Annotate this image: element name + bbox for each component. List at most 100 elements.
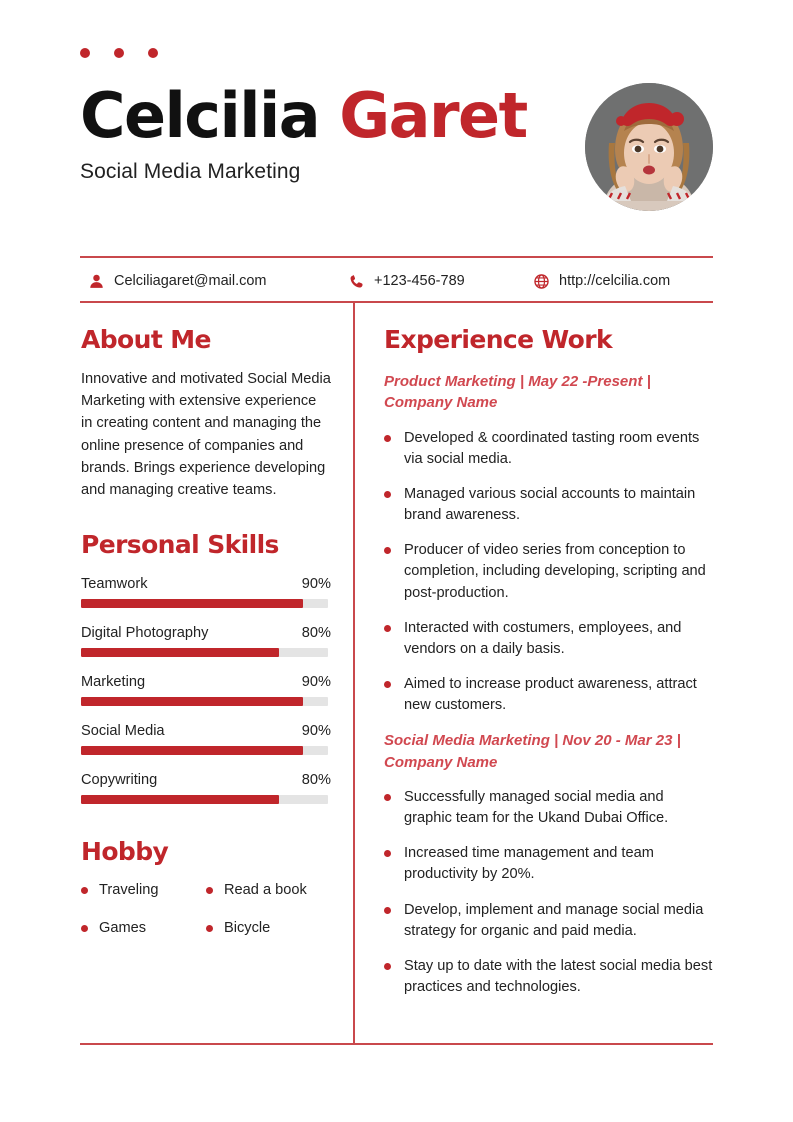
experience-bullet: Stay up to date with the latest social m… [384, 956, 714, 998]
skills-section: Personal Skills Teamwork 90% Digital Pho… [81, 530, 331, 805]
experience-bullet: Developed & coordinated tasting room eve… [384, 428, 714, 470]
skill-value: 80% [301, 625, 331, 642]
skill-bar-track [81, 648, 328, 658]
hobby-item: Read a book [206, 882, 331, 898]
skill-bar-track [81, 599, 328, 609]
skill-label: Copywriting [81, 772, 158, 789]
avatar [585, 83, 713, 211]
resume-header: Celcilia Garet Social Media Marketing [80, 83, 713, 225]
hobby-item: Traveling [81, 882, 206, 898]
experience-title: Product Marketing | May 22 -Present | Co… [384, 373, 651, 412]
user-icon [90, 274, 103, 288]
experience-bullet: Increased time management and team produ… [384, 843, 714, 885]
bullet-dot-icon [81, 924, 88, 932]
skill-bar-fill [81, 746, 304, 756]
right-column: Experience Work Product Marketing | May … [384, 325, 714, 1012]
left-column: About Me Innovative and motivated Social… [81, 325, 331, 936]
contact-website-text: http://celcilia.com [559, 273, 671, 289]
experience-bullet-text: Managed various social accounts to maint… [404, 485, 696, 524]
bullet-dot-icon [384, 962, 391, 970]
contact-email-text: Celciliagaret@mail.com [114, 273, 267, 289]
bullet-dot-icon [384, 434, 391, 442]
bullet-dot-icon [384, 547, 391, 555]
contact-rule-top [80, 256, 713, 258]
skill-row: Copywriting 80% [81, 772, 331, 805]
bullet-dot-icon [384, 850, 391, 858]
contact-phone[interactable]: +123-456-789 [348, 273, 533, 290]
experience-entry: Product Marketing | May 22 -Present | Co… [384, 371, 714, 716]
bullet-dot-icon [81, 886, 88, 894]
footer-rule [80, 1043, 713, 1045]
skills-heading: Personal Skills [81, 530, 279, 560]
dot-2 [114, 48, 124, 58]
bullet-dot-icon [384, 490, 391, 498]
experience-bullet-text: Aimed to increase product awareness, att… [404, 676, 697, 714]
experience-bullet-text: Developed & coordinated tasting room eve… [404, 429, 700, 467]
bullet-dot-icon [384, 906, 391, 914]
hobby-item: Games [81, 920, 206, 936]
contact-email[interactable]: Celciliagaret@mail.com [80, 273, 348, 290]
hobby-label: Traveling [99, 882, 159, 899]
experience-bullet: Successfully managed social media and gr… [384, 787, 714, 829]
skill-bar-fill [81, 648, 279, 658]
contact-website[interactable]: http://celcilia.com [533, 273, 713, 290]
skill-bar-fill [81, 599, 304, 609]
skill-row: Social Media 90% [81, 723, 331, 756]
job-role-subtitle: Social Media Marketing [80, 160, 301, 183]
skill-label: Teamwork [81, 576, 148, 593]
experience-bullet: Develop, implement and manage social med… [384, 900, 714, 942]
skill-value: 90% [301, 674, 331, 691]
experience-bullet-text: Interacted with costumers, employees, an… [404, 619, 682, 657]
dot-1 [80, 48, 90, 58]
column-divider [353, 303, 355, 1044]
hobby-label: Read a book [224, 882, 307, 899]
skill-row: Digital Photography 80% [81, 625, 331, 658]
bullet-dot-icon [206, 924, 213, 932]
skill-label: Social Media [81, 723, 165, 740]
portrait-illustration [585, 83, 713, 211]
skill-bar-fill [81, 795, 279, 805]
experience-bullet: Aimed to increase product awareness, att… [384, 674, 714, 716]
hobby-item: Bicycle [206, 920, 331, 936]
bullet-dot-icon [206, 886, 213, 894]
bullet-dot-icon [384, 624, 391, 632]
hobby-label: Bicycle [224, 920, 271, 937]
globe-icon [534, 273, 549, 289]
experience-bullet-text: Stay up to date with the latest social m… [404, 957, 713, 995]
page-title: Celcilia Garet [80, 85, 713, 147]
last-name: Garet [339, 79, 528, 152]
phone-icon [350, 274, 363, 288]
about-text: Innovative and motivated Social Media Ma… [81, 371, 331, 498]
skill-label: Marketing [81, 674, 146, 691]
skill-bar-fill [81, 697, 304, 707]
skill-value: 80% [301, 772, 331, 789]
experience-bullet: Managed various social accounts to maint… [384, 484, 714, 526]
contact-phone-text: +123-456-789 [374, 273, 465, 289]
skill-row: Teamwork 90% [81, 576, 331, 609]
hobby-section: Hobby Traveling Read a book Games Bicycl… [81, 837, 331, 936]
contact-bar: Celciliagaret@mail.com +123-456-789 http… [80, 262, 713, 300]
experience-bullet-text: Successfully managed social media and gr… [404, 788, 669, 827]
experience-entry: Social Media Marketing | Nov 20 - Mar 23… [384, 730, 714, 998]
skill-bar-track [81, 795, 328, 805]
bullet-dot-icon [384, 681, 391, 688]
hobby-label: Games [99, 920, 147, 937]
skill-value: 90% [301, 576, 331, 593]
experience-bullet-text: Increased time management and team produ… [404, 845, 654, 883]
hobby-heading: Hobby [81, 837, 169, 867]
skill-row: Marketing 90% [81, 674, 331, 707]
about-heading: About Me [81, 325, 212, 354]
experience-title: Social Media Marketing | Nov 20 - Mar 23… [384, 732, 681, 771]
experience-bullet: Interacted with costumers, employees, an… [384, 618, 714, 660]
decorative-dots [80, 48, 158, 58]
skill-bar-track [81, 746, 328, 756]
skill-bar-track [81, 697, 328, 707]
skill-value: 90% [301, 723, 331, 740]
skill-label: Digital Photography [81, 625, 209, 642]
bullet-dot-icon [384, 793, 391, 801]
dot-3 [148, 48, 158, 58]
experience-bullet-text: Develop, implement and manage social med… [404, 901, 704, 939]
experience-bullet: Producer of video series from conception… [384, 540, 714, 603]
first-name: Celcilia [80, 79, 321, 152]
